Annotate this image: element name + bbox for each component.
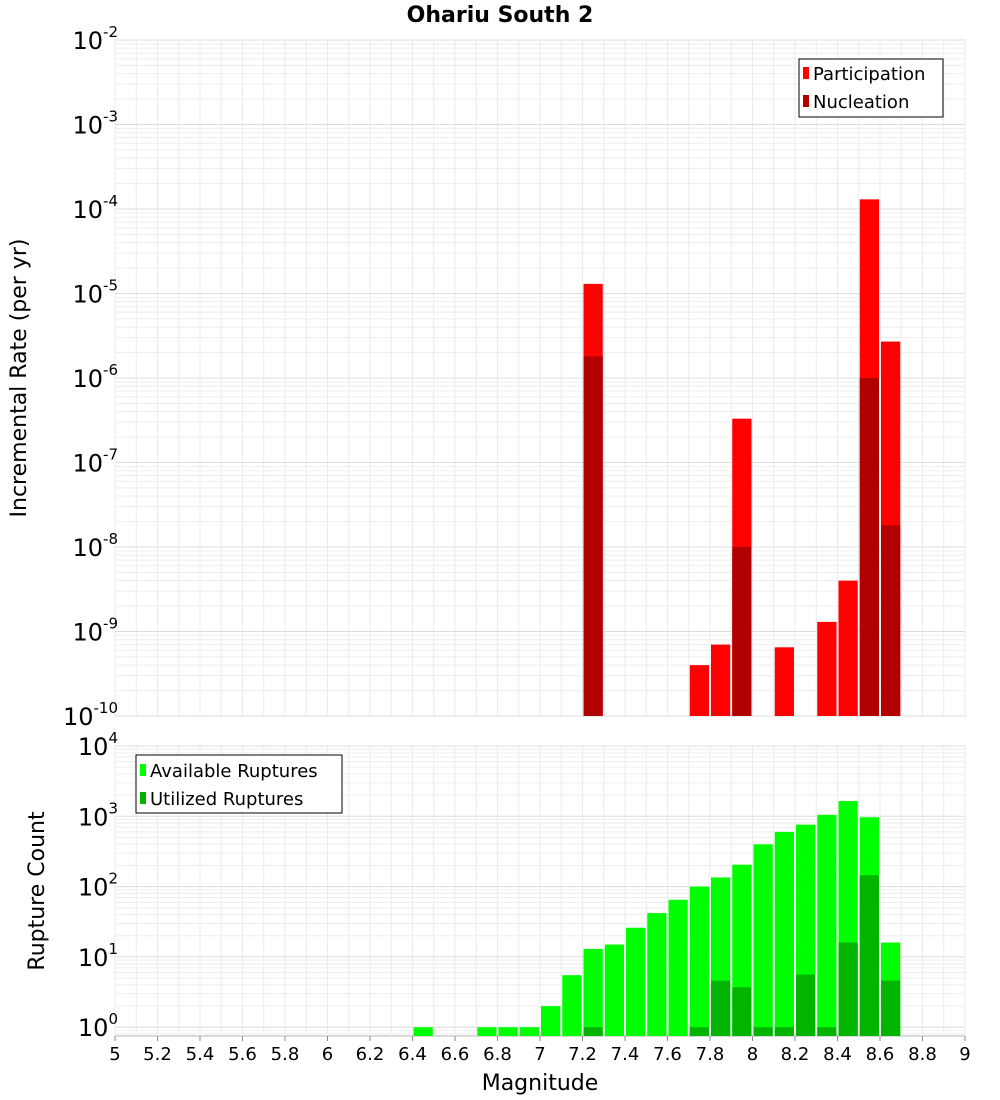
top-y-axis-label: Incremental Rate (per yr) [7,239,32,518]
bar-utilized-ruptures [796,974,816,1036]
y-tick-label: 104 [78,729,118,761]
bar-utilized-ruptures [583,1027,603,1036]
bar-utilized-ruptures [732,987,752,1036]
x-tick-label: 5.2 [143,1044,172,1065]
bottom-bars [413,801,901,1036]
x-tick-label: 7 [534,1044,545,1065]
y-tick-label: 10-3 [72,108,118,140]
x-tick-label: 6.6 [441,1044,470,1065]
x-tick-label: 5 [109,1044,120,1065]
bar-participation [774,647,794,716]
bar-utilized-ruptures [774,1027,794,1036]
legend-swatch-available-ruptures [140,764,146,776]
top-legend-box [798,58,944,118]
y-tick-label: 103 [78,799,118,831]
bar-available-ruptures [604,944,624,1036]
y-tick-label: 10-8 [72,530,118,562]
bar-participation [817,621,837,716]
bar-utilized-ruptures [859,875,879,1036]
bar-nucleation [732,547,752,716]
bottom-legend-box [135,754,343,814]
bar-available-ruptures [689,886,709,1036]
top-panel: 10-10 10-9 10-8 10-7 10-6 10-5 10-4 10-3 10-2 In… [7,23,966,731]
y-tick-label: 10-10 [63,699,118,731]
bar-utilized-ruptures [689,1027,709,1036]
x-tick-labels: 5 5.2 5.4 5.6 5.8 6 6.2 6.4 6.6 6.8 7 7.2 7.4 7.6 7.8 8… [109,1036,971,1065]
bar-nucleation [881,525,901,716]
y-tick-label: 100 [78,1010,118,1042]
y-tick-label: 10-9 [72,615,118,647]
y-tick-label: 10-4 [72,192,118,224]
top-gridlines [114,39,966,717]
x-tick-label: 8.2 [781,1044,810,1065]
x-tick-label: 5.6 [228,1044,257,1065]
x-tick-label: 6.8 [483,1044,512,1065]
bar-available-ruptures [774,831,794,1036]
bottom-panel: 100 101 102 103 104 5 5.2 5.4 5.6 5.8 6 6.2 6.4 6.6 6… [25,729,971,1096]
y-tick-label: 101 [78,940,118,972]
y-tick-label: 10-7 [72,446,118,478]
bar-available-ruptures [753,844,773,1036]
legend-label-nucleation: Nucleation [813,92,909,113]
legend-swatch-utilized-ruptures [140,792,146,804]
x-tick-label: 7.2 [568,1044,597,1065]
top-y-tick-labels: 10-10 10-9 10-8 10-7 10-6 10-5 10-4 10-3 10-2 [63,23,118,731]
x-tick-label: 8.8 [908,1044,937,1065]
bar-utilized-ruptures [711,980,731,1036]
bar-utilized-ruptures [881,980,901,1036]
y-tick-label: 10-5 [72,277,118,309]
legend-swatch-participation [803,67,809,79]
bottom-y-axis-label: Rupture Count [25,811,50,971]
bar-available-ruptures [668,899,688,1036]
x-tick-label: 8 [747,1044,758,1065]
x-tick-label: 6.4 [398,1044,427,1065]
y-tick-label: 10-6 [72,361,118,393]
bar-utilized-ruptures [817,1027,837,1036]
x-tick-label: 5.4 [186,1044,215,1065]
bar-nucleation [859,378,879,716]
bar-participation [711,644,731,716]
x-tick-label: 7.6 [653,1044,682,1065]
bar-participation [838,580,858,716]
x-tick-label: 7.8 [696,1044,725,1065]
bar-participation [689,665,709,716]
bar-available-ruptures [817,814,837,1036]
chart-title: Ohariu South 2 [407,3,594,28]
x-tick-label: 8.6 [866,1044,895,1065]
legend-label-utilized-ruptures: Utilized Ruptures [150,789,303,810]
x-tick-label: 6.2 [356,1044,385,1065]
top-bars [583,199,901,717]
bottom-y-tick-labels: 100 101 102 103 104 [78,729,118,1042]
top-legend: Participation Nucleation [798,58,944,118]
bar-available-ruptures [626,927,646,1036]
x-tick-label: 9 [959,1044,970,1065]
x-tick-label: 5.8 [271,1044,300,1065]
bar-available-ruptures [562,975,582,1036]
bottom-legend: Available Ruptures Utilized Ruptures [135,754,343,814]
x-tick-label: 7.4 [611,1044,640,1065]
bar-available-ruptures [498,1027,518,1036]
legend-label-available-ruptures: Available Ruptures [150,761,318,782]
bar-available-ruptures [583,948,603,1036]
y-tick-label: 10-2 [72,23,118,55]
bar-nucleation [583,356,603,716]
bar-available-ruptures [541,1006,561,1036]
legend-label-participation: Participation [813,64,925,85]
y-tick-label: 102 [78,870,118,902]
x-axis-label: Magnitude [482,1071,599,1096]
x-tick-label: 6 [322,1044,333,1065]
bar-available-ruptures [647,913,667,1036]
bar-available-ruptures [413,1027,433,1036]
x-tick-label: 8.4 [823,1044,852,1065]
bar-utilized-ruptures [838,942,858,1036]
legend-swatch-nucleation [803,95,809,107]
bar-available-ruptures [519,1027,539,1036]
bar-utilized-ruptures [753,1027,773,1036]
bar-available-ruptures [477,1027,497,1036]
